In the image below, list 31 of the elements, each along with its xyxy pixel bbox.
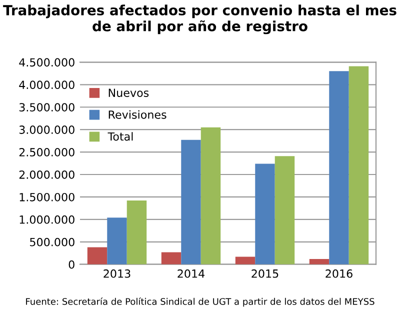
y-tick-label: 4.000.000 [19, 80, 74, 90]
y-tick-label: 3.500.000 [19, 103, 74, 112]
bar [200, 127, 221, 264]
bar [181, 140, 201, 264]
y-tick-label: 4.500.000 [19, 58, 74, 67]
y-tick-label: 2.500.000 [19, 148, 74, 156]
bar [309, 258, 330, 264]
chart-title: Trabajadores afectados por convenio hasta el mes de abril por año de registro [3, 4, 396, 34]
y-tick-label: 1.500.000 [20, 192, 74, 202]
y-tick-label: 2.000.000 [19, 170, 74, 179]
x-tick-label: 2013 [104, 269, 130, 278]
y-tick-label: 0 [68, 260, 74, 269]
y-tick-label: 500.000 [30, 238, 74, 246]
bar [329, 71, 349, 264]
legend-label: Revisiones [108, 110, 166, 119]
bar [161, 252, 182, 264]
y-tick-label: 1.000.000 [20, 215, 74, 224]
x-tick-label: 2016 [326, 269, 352, 278]
x-tick-label: 2014 [178, 269, 205, 278]
y-tick-label: 3.000.000 [19, 126, 74, 134]
bar [255, 164, 275, 264]
bar [107, 218, 127, 264]
legend-label: Total [108, 132, 133, 141]
bar [348, 66, 369, 264]
legend-label: Nuevos [108, 88, 149, 97]
bar [235, 256, 256, 264]
x-tick-label: 2015 [252, 269, 278, 278]
bar [126, 200, 147, 264]
bar [87, 247, 108, 264]
source-note: Fuente: Secretaría de Política Sindical de UGT a partir de los datos del MEYSS [26, 298, 374, 307]
bar [274, 156, 295, 264]
